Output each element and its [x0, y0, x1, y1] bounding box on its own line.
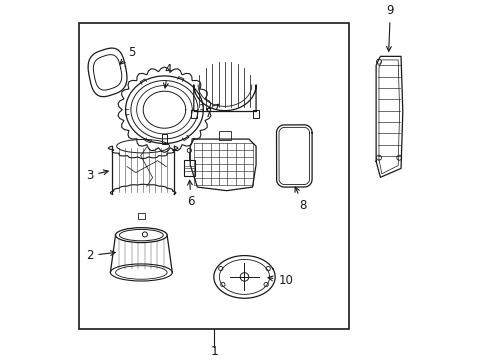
- Text: 1: 1: [210, 345, 218, 358]
- Bar: [183, 161, 195, 176]
- Text: 7: 7: [204, 104, 218, 120]
- Bar: [191, 109, 196, 118]
- Text: 5: 5: [120, 46, 135, 64]
- Bar: [161, 134, 167, 144]
- Text: 4: 4: [163, 63, 171, 88]
- Bar: [253, 109, 258, 118]
- Bar: [138, 213, 144, 219]
- Ellipse shape: [115, 228, 167, 243]
- Text: 2: 2: [85, 249, 115, 262]
- Text: 3: 3: [86, 169, 108, 182]
- Text: 9: 9: [386, 4, 393, 51]
- Text: 10: 10: [267, 274, 293, 287]
- Text: 8: 8: [294, 187, 306, 212]
- Text: 6: 6: [187, 180, 195, 208]
- Bar: [218, 131, 231, 140]
- Bar: [79, 23, 349, 329]
